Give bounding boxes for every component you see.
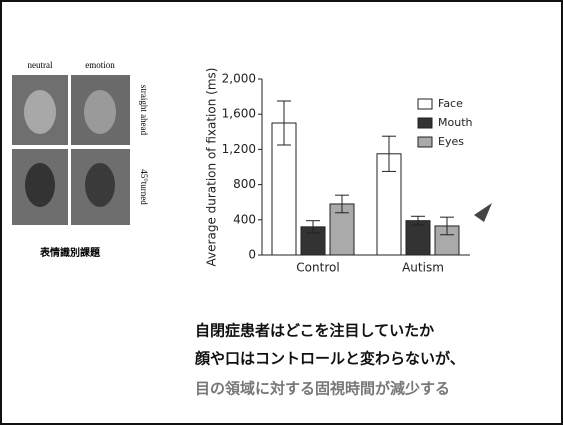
face — [84, 90, 116, 134]
face — [25, 163, 55, 207]
legend-swatch — [417, 117, 433, 129]
photos — [12, 75, 130, 225]
legend-label: Eyes — [438, 135, 464, 148]
chart: 0 400 800 1,200 1,600 2,000 Control Autism Face M… — [222, 72, 473, 275]
note: 目の領域に対する固視時間が減少する — [195, 380, 450, 398]
y-tick-label: 1,200 — [222, 142, 256, 156]
col-label: emotion — [85, 60, 115, 70]
x-tick-label: Control — [296, 261, 339, 275]
note: 顔や口はコントロールと変わらないが、 — [194, 350, 465, 368]
legend-label: Mouth — [438, 116, 473, 129]
y-tick-label: 400 — [233, 212, 256, 226]
row-label: straight ahead — [139, 85, 149, 136]
row-label: 45°turned — [139, 169, 149, 205]
note: 自閉症患者はどこを注目していたか — [195, 322, 434, 340]
y-tick-label: 1,600 — [222, 107, 256, 121]
legend-swatch — [417, 98, 433, 110]
face — [85, 163, 115, 207]
col-label: neutral — [28, 60, 53, 70]
y-tick-label: 0 — [248, 248, 256, 262]
y-axis-label: Average duration of fixation (ms) — [205, 68, 219, 267]
legend-swatch — [417, 136, 433, 148]
y-tick-label: 2,000 — [222, 72, 256, 86]
bar — [405, 220, 431, 256]
y-tick-label: 800 — [233, 177, 256, 191]
legend-label: Face — [438, 97, 463, 110]
bar — [271, 122, 297, 256]
face — [24, 90, 56, 134]
caption: 表情識別課題 — [39, 246, 101, 259]
x-tick-label: Autism — [402, 261, 444, 275]
arrow — [474, 203, 492, 222]
